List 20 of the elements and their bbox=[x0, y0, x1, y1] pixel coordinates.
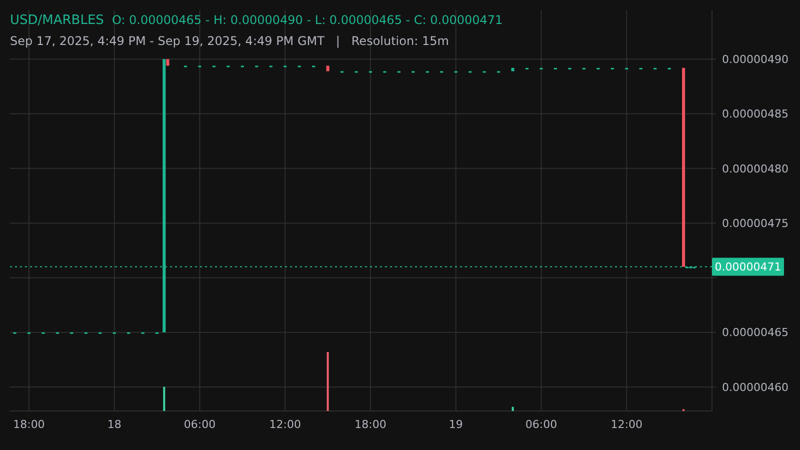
y-tick-label: 0.00000490 bbox=[722, 53, 788, 66]
x-tick-label: 18:00 bbox=[354, 418, 386, 431]
bar bbox=[163, 386, 166, 411]
x-tick-label: 06:00 bbox=[525, 418, 558, 431]
annotation: O: 0.00000465 - H: 0.00000490 - L: 0.00000465 - C: 0.00000471 bbox=[112, 13, 503, 27]
x-tick-label: 18 bbox=[107, 418, 122, 431]
x-tick-label: 18:00 bbox=[13, 418, 45, 431]
y-tick-label: 0.00000485 bbox=[722, 108, 788, 121]
x-tick-label: 12:00 bbox=[610, 418, 642, 431]
x-tick-label: 19 bbox=[448, 418, 463, 431]
y-tick-label: 0.00000460 bbox=[722, 380, 788, 394]
bar bbox=[326, 352, 329, 411]
y-tick-label: 0.00000465 bbox=[722, 326, 788, 340]
ref-line-label: 0.00000471 bbox=[714, 260, 782, 274]
x-tick-label: 12:00 bbox=[269, 418, 301, 431]
y-tick-label: 0.00000475 bbox=[722, 216, 788, 230]
text: Sep 17, 2025, 4:49 PM - Sep 19, 2025, 4:49 PM GMT | Resolution: 15m bbox=[10, 34, 449, 48]
y-tick-label: 0.00000480 bbox=[722, 162, 788, 176]
chart-title: USD/MARBLES bbox=[10, 13, 104, 28]
x-tick-label: 06:00 bbox=[184, 418, 216, 431]
